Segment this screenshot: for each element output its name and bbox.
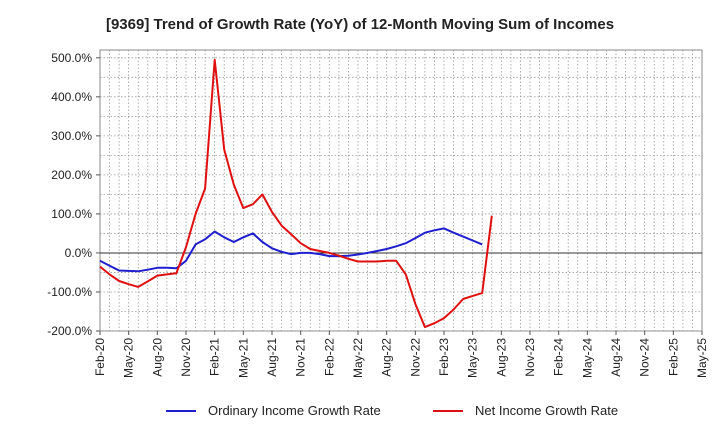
chart-title: [9369] Trend of Growth Rate (YoY) of 12-… xyxy=(105,16,615,33)
net-income-line xyxy=(99,58,493,329)
x-tick-label: Feb-20 xyxy=(93,338,107,376)
ordinary-income-line xyxy=(99,227,483,273)
x-tick-label: May-21 xyxy=(236,338,250,378)
x-tick-label: Aug-21 xyxy=(265,338,279,377)
legend-net-income-label: Net Income Growth Rate xyxy=(475,403,618,418)
y-tick-label: 300.0% xyxy=(51,129,92,143)
x-tick-label: Feb-22 xyxy=(322,338,336,376)
x-tick-label: May-24 xyxy=(580,338,594,378)
x-tick-label: Nov-22 xyxy=(408,338,422,377)
x-tick-label: Aug-24 xyxy=(609,338,623,377)
x-tick-label: Aug-23 xyxy=(494,338,508,377)
x-tick-label: May-22 xyxy=(351,338,365,378)
x-tick-label: Nov-20 xyxy=(179,338,193,377)
y-tick-label: 500.0% xyxy=(51,51,92,65)
y-tick-label: -200.0% xyxy=(47,324,92,338)
y-tick-label: 0.0% xyxy=(65,246,93,260)
y-tick-label: 400.0% xyxy=(51,90,92,104)
x-tick-label: Feb-25 xyxy=(666,338,680,376)
plot-area xyxy=(99,49,703,332)
x-tick-label: Aug-22 xyxy=(380,338,394,377)
x-tick-label: Nov-23 xyxy=(523,338,537,377)
legend-ordinary-income-label: Ordinary Income Growth Rate xyxy=(208,403,381,418)
x-tick-label: May-23 xyxy=(466,338,480,378)
x-tick-label: May-25 xyxy=(695,338,709,378)
y-tick-label: -100.0% xyxy=(47,285,92,299)
x-tick-label: Nov-21 xyxy=(294,338,308,377)
x-tick-label: May-20 xyxy=(122,338,136,378)
x-tick-label: Feb-23 xyxy=(437,338,451,376)
y-tick-label: 100.0% xyxy=(51,207,92,221)
x-tick-label: Feb-21 xyxy=(208,338,222,376)
x-tick-label: Feb-24 xyxy=(552,338,566,376)
x-tick-label: Nov-24 xyxy=(638,338,652,377)
y-tick-label: 200.0% xyxy=(51,168,92,182)
x-tick-label: Aug-20 xyxy=(150,338,164,377)
